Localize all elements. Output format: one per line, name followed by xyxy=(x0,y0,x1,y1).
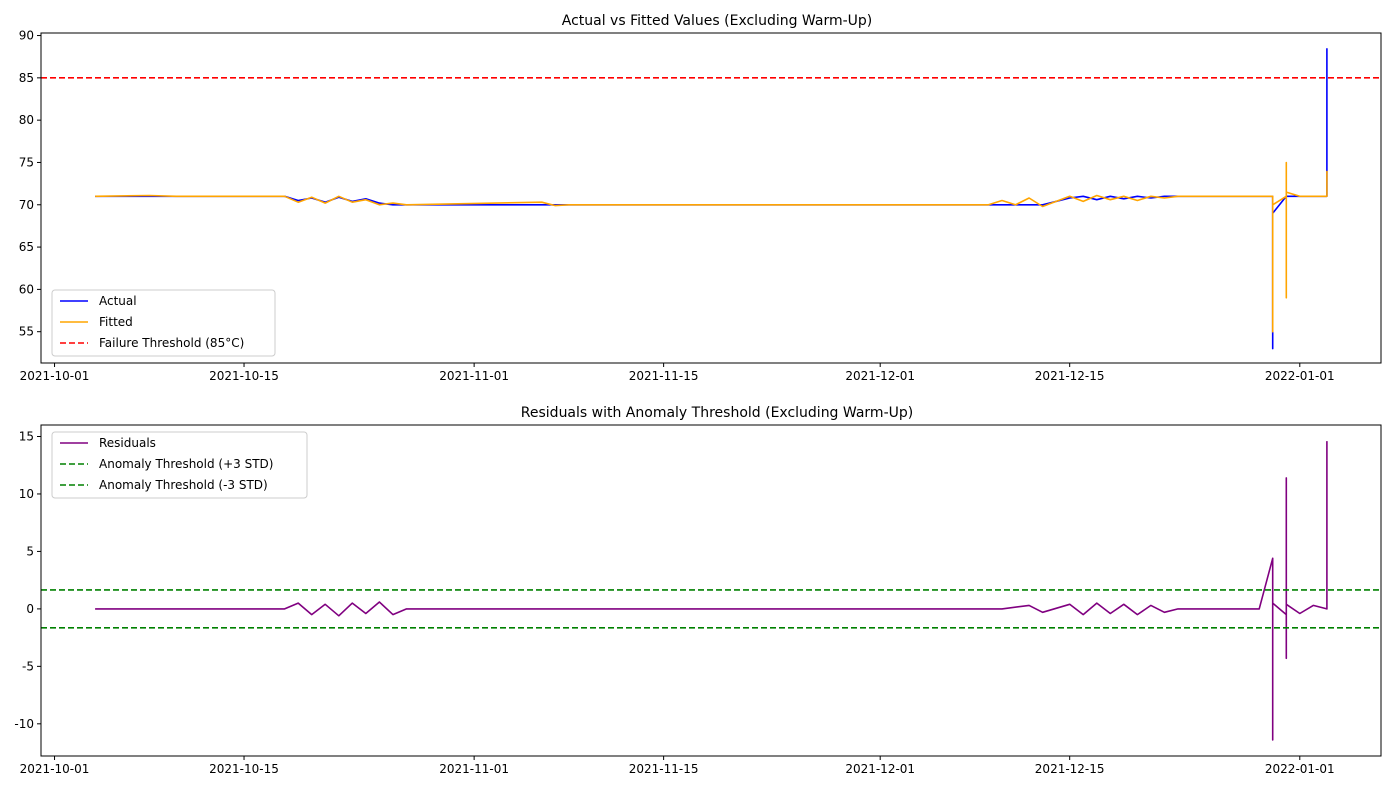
y-tick-label: 75 xyxy=(19,155,34,169)
y-tick-label: 60 xyxy=(19,282,34,296)
y-tick-label: -5 xyxy=(22,659,34,673)
legend-label: Actual xyxy=(99,294,137,308)
chart-title: Actual vs Fitted Values (Excluding Warm-… xyxy=(562,13,873,29)
legend: Residuals Anomaly Threshold (+3 STD) Anoma… xyxy=(51,431,308,499)
y-tick-label: 5 xyxy=(26,544,34,558)
plot-area xyxy=(40,424,1382,757)
x-tick-label: 2021-11-15 xyxy=(629,369,699,383)
chart-residuals: Residuals with Anomaly Threshold (Exclud… xyxy=(14,405,1382,776)
y-tick-label: 10 xyxy=(19,487,34,501)
x-tick-label: 2021-11-01 xyxy=(439,762,509,776)
tick-labels: 2021-10-01 2021-10-15 2021-11-01 2021-11-15… xyxy=(14,429,1334,776)
x-tick-label: 2021-10-15 xyxy=(209,369,279,383)
x-tick-label: 2021-12-15 xyxy=(1035,369,1105,383)
axes-frame xyxy=(40,424,1382,757)
tick-labels: 2021-10-01 2021-10-15 2021-11-01 2021-11-15… xyxy=(19,29,1335,383)
axes-frame xyxy=(40,32,1382,364)
chart-actual-vs-fitted: Actual vs Fitted Values (Excluding Warm-… xyxy=(19,13,1382,383)
chart-title: Residuals with Anomaly Threshold (Exclud… xyxy=(521,405,913,421)
y-tick-label: 15 xyxy=(19,429,34,443)
series-line xyxy=(95,161,1328,333)
legend-label: Failure Threshold (85°C) xyxy=(99,336,244,350)
legend-label: Anomaly Threshold (+3 STD) xyxy=(99,457,273,471)
y-tick-label: 85 xyxy=(19,71,34,85)
x-tick-label: 2021-12-01 xyxy=(845,369,915,383)
y-tick-label: -10 xyxy=(14,717,34,731)
y-tick-label: 65 xyxy=(19,240,34,254)
legend-label: Anomaly Threshold (-3 STD) xyxy=(99,478,268,492)
legend: Actual Fitted Failure Threshold (85°C) xyxy=(51,289,276,357)
x-tick-label: 2021-12-15 xyxy=(1035,762,1105,776)
x-tick-label: 2021-10-15 xyxy=(209,762,279,776)
x-tick-label: 2021-11-01 xyxy=(439,369,509,383)
y-tick-label: 0 xyxy=(26,602,34,616)
x-tick-label: 2021-11-15 xyxy=(629,762,699,776)
y-tick-label: 70 xyxy=(19,198,34,212)
plot-area xyxy=(40,32,1382,364)
legend-box xyxy=(51,289,276,357)
y-tick-label: 80 xyxy=(19,113,34,127)
y-tick-label: 55 xyxy=(19,325,34,339)
x-tick-label: 2021-10-01 xyxy=(20,369,90,383)
x-tick-label: 2021-10-01 xyxy=(20,762,90,776)
x-tick-label: 2022-01-01 xyxy=(1265,762,1335,776)
y-tick-label: 90 xyxy=(19,29,34,43)
x-tick-label: 2021-12-01 xyxy=(845,762,915,776)
x-tick-label: 2022-01-01 xyxy=(1265,369,1335,383)
legend-box xyxy=(51,431,308,499)
series-line xyxy=(95,441,1328,741)
legend-label: Fitted xyxy=(99,315,133,329)
legend-label: Residuals xyxy=(99,436,156,450)
